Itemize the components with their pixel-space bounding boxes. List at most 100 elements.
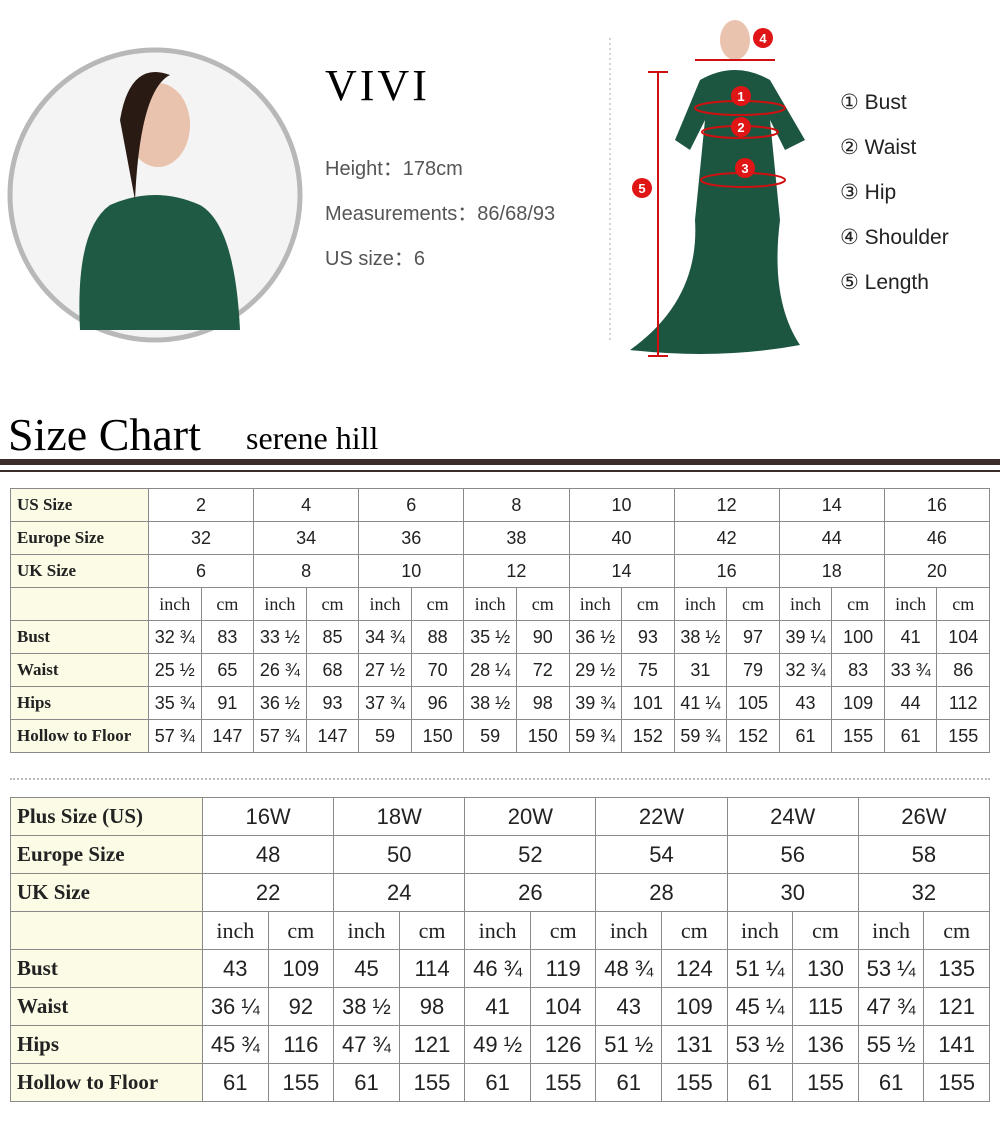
marker-label: 4 [759,31,767,46]
value-cell: 86 [936,653,990,687]
size-cell: 18W [333,797,466,836]
value-cell: 112 [936,686,990,720]
size-cell: 12 [463,554,570,588]
value-cell: 55 ½ [857,1025,925,1064]
model-hair [120,72,170,200]
unit-cell: cm [831,587,885,621]
value-cell: 61 [883,719,938,753]
value-cell: 121 [398,1025,466,1064]
unit-cell: inch [726,911,794,950]
size-cell: 8 [463,488,570,522]
size-cell: 10 [358,554,465,588]
value-cell: 88 [410,620,465,654]
value-cell: 33 ½ [253,620,307,654]
unit-cell: inch [778,587,833,621]
row-label: Europe Size [10,521,149,555]
value-cell: 155 [923,1063,990,1102]
legend-item: ① Bust [840,91,907,114]
value-cell: 37 ¾ [358,686,412,720]
unit-cell: inch [568,587,623,621]
model-name: VIVI [325,61,430,110]
value-cell: 131 [661,1025,728,1064]
size-cell: 30 [726,873,859,912]
unit-cell: cm [529,911,597,950]
size-cell: 18 [778,554,885,588]
legend-item: ② Waist [840,136,917,159]
value-cell: 43 [778,686,833,720]
size-cell: 16 [673,554,780,588]
value-cell: 104 [529,987,597,1026]
value-cell: 47 ¾ [857,987,925,1026]
value-cell: 92 [267,987,335,1026]
size-cell: 28 [595,873,728,912]
unit-cell: cm [661,911,728,950]
size-row: UK Size 22 24 26 28 30 32 [10,873,991,912]
value-cell: 36 ¼ [202,987,269,1026]
size-cell: 4 [253,488,360,522]
value-cell: 27 ½ [358,653,412,687]
top-graphics: 1 2 3 4 5 [7,20,805,357]
row-label: Waist [10,653,149,687]
value-cell: 61 [202,1063,269,1102]
value-cell: 61 [333,1063,400,1102]
legend-item: ⑤ Length [840,271,929,294]
value-cell: 36 ½ [253,686,307,720]
value-cell: 39 ¼ [778,620,833,654]
size-cell: 42 [673,521,780,555]
value-cell: 59 [463,719,517,753]
value-cell: 150 [410,719,465,753]
value-cell: 72 [515,653,570,687]
value-cell: 68 [305,653,360,687]
size-cell: 48 [201,835,335,874]
value-cell: 91 [200,686,255,720]
size-cell: 22 [201,873,335,912]
plus-size-table: Plus Size (US) 16W 18W 20W 22W 24W 26W Europe S… [10,797,991,1102]
size-cell: 52 [464,835,597,874]
size-cell: 14 [568,554,675,588]
marker-dot [731,86,751,106]
size-row: Europe Size 48 50 52 54 56 58 [10,835,991,874]
value-cell: 101 [621,686,675,720]
value-cell: 85 [305,620,360,654]
marker-dot [735,158,755,178]
row-label: UK Size [10,873,203,912]
unit-cell: inch [148,587,202,621]
value-cell: 141 [923,1025,990,1064]
value-cell: 45 ¾ [202,1025,269,1064]
size-cell: 24W [726,797,859,836]
value-cell: 61 [464,1063,531,1102]
value-cell: 96 [410,686,465,720]
value-cell: 105 [726,686,780,720]
measure-row: Hollow to Floor 61 155 61 155 61 155 61 155 61 155… [10,1063,990,1102]
unit-cell: cm [267,911,335,950]
value-cell: 33 ¾ [883,653,938,687]
chart-title: Size Chart [8,409,201,460]
size-cell: 38 [463,521,570,555]
value-cell: 126 [529,1025,597,1064]
value-cell: 32 ¾ [778,653,833,687]
size-cell: 46 [883,521,991,555]
value-cell: 36 ½ [568,620,623,654]
size-cell: 40 [568,521,675,555]
size-cell: 26 [464,873,597,912]
us-size: US size：6 [325,248,426,270]
value-cell: 121 [923,987,990,1026]
height: Height：178cm [325,158,463,180]
value-cell: 59 [358,719,412,753]
value-cell: 41 [883,620,938,654]
measure-row: Hollow to Floor 57 ¾ 147 57 ¾ 147 59 150 59 150 5… [10,719,990,753]
value-cell: 130 [792,949,859,988]
size-cell: 24 [333,873,466,912]
value-cell: 109 [267,949,335,988]
size-cell: 20W [464,797,597,836]
size-cell: 54 [595,835,728,874]
value-cell: 51 ½ [595,1025,663,1064]
unit-cell: cm [792,911,859,950]
value-cell: 147 [200,719,255,753]
value-cell: 57 ¾ [253,719,307,753]
value-cell: 150 [515,719,570,753]
measure-row: Hips 45 ¾ 116 47 ¾ 121 49 ½ 126 51 ½ 131 53 ½ 136 5… [10,1025,990,1064]
value-cell: 109 [831,686,885,720]
unit-cell: cm [200,587,255,621]
